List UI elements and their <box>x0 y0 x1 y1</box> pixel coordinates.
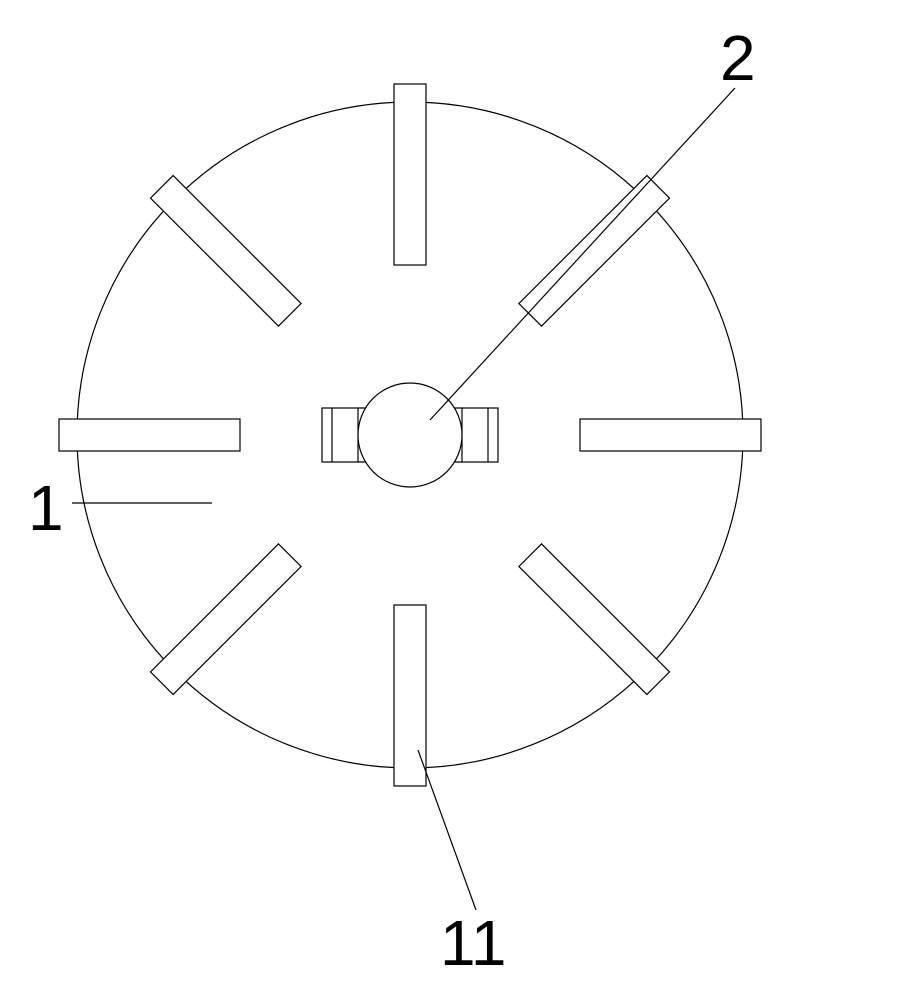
label-11: 11 <box>440 907 506 979</box>
spoke-7 <box>150 175 301 326</box>
spoke-2 <box>580 419 761 451</box>
spoke-3 <box>519 544 670 695</box>
spoke-0 <box>394 84 426 265</box>
hub-circle <box>358 383 462 487</box>
label-2: 2 <box>720 22 756 94</box>
spoke-1 <box>519 175 670 326</box>
label-1: 1 <box>28 472 64 544</box>
spoke-5 <box>150 544 301 695</box>
spoke-6 <box>59 419 240 451</box>
leader-11 <box>418 750 476 910</box>
